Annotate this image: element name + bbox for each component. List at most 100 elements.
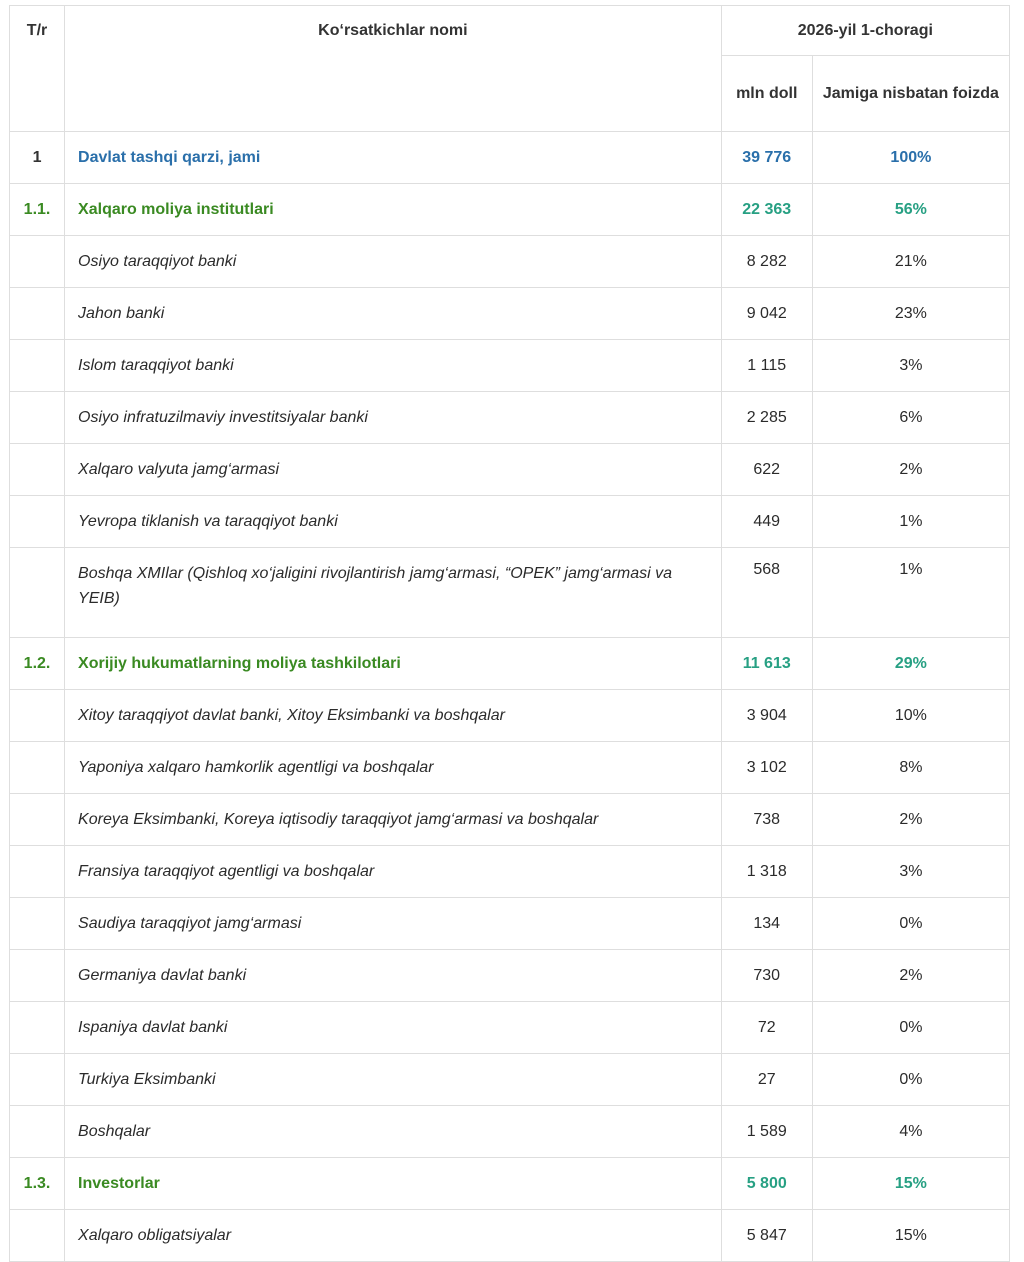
row-amount: 1 115	[720, 339, 813, 392]
table-row: Saudiya taraqqiyot jamg‘armasi 134 0%	[8, 897, 1011, 950]
row-share: 2%	[811, 949, 1011, 1002]
table-row: Yevropa tiklanish va taraqqiyot banki 44…	[8, 495, 1011, 548]
row-share: 100%	[811, 131, 1011, 184]
row-number	[8, 897, 66, 950]
row-name: Investorlar	[64, 1157, 722, 1210]
row-share: 0%	[811, 1053, 1011, 1106]
row-name: Yaponiya xalqaro hamkorlik agentligi va …	[64, 741, 722, 794]
row-number	[8, 689, 66, 742]
row-share: 56%	[811, 183, 1011, 236]
row-name: Fransiya taraqqiyot agentligi va boshqal…	[64, 845, 722, 898]
table-row: Boshqalar 1 589 4%	[8, 1105, 1011, 1158]
row-share: 3%	[811, 339, 1011, 392]
table-row: Turkiya Eksimbanki 27 0%	[8, 1053, 1011, 1106]
row-number: 1	[8, 131, 66, 184]
row-name: Koreya Eksimbanki, Koreya iqtisodiy tara…	[64, 793, 722, 846]
table-row-group: 1.1. Xalqaro moliya institutlari 22 363 …	[8, 183, 1011, 236]
table-row-group: 1.2. Xorijiy hukumatlarning moliya tashk…	[8, 637, 1011, 690]
table-body: 1 Davlat tashqi qarzi, jami 39 776 100% …	[8, 131, 1011, 1262]
row-amount: 730	[720, 949, 813, 1002]
row-amount: 134	[720, 897, 813, 950]
row-name: Turkiya Eksimbanki	[64, 1053, 722, 1106]
row-amount: 3 904	[720, 689, 813, 742]
row-name: Yevropa tiklanish va taraqqiyot banki	[64, 495, 722, 548]
row-amount: 449	[720, 495, 813, 548]
table-row: Germaniya davlat banki 730 2%	[8, 949, 1011, 1002]
table-row: Jahon banki 9 042 23%	[8, 287, 1011, 340]
row-share: 3%	[811, 845, 1011, 898]
table-row: Xalqaro obligatsiyalar 5 847 15%	[8, 1209, 1011, 1262]
row-number	[8, 547, 66, 638]
column-header-period: 2026-yil 1-choragi	[720, 5, 1011, 56]
row-amount: 3 102	[720, 741, 813, 794]
row-number: 1.2.	[8, 637, 66, 690]
external-debt-table: T/r Ko‘rsatkichlar nomi 2026-yil 1-chora…	[8, 5, 1011, 1262]
row-share: 0%	[811, 897, 1011, 950]
table-row-group: 1.3. Investorlar 5 800 15%	[8, 1157, 1011, 1210]
row-amount: 5 800	[720, 1157, 813, 1210]
row-number	[8, 443, 66, 496]
row-amount: 22 363	[720, 183, 813, 236]
row-number	[8, 741, 66, 794]
row-number: 1.3.	[8, 1157, 66, 1210]
row-name: Osiyo infratuzilmaviy investitsiyalar ba…	[64, 391, 722, 444]
column-header-share: Jamiga nisbatan foizda	[811, 55, 1011, 132]
row-share: 15%	[811, 1157, 1011, 1210]
row-name: Jahon banki	[64, 287, 722, 340]
column-header-number: T/r	[8, 5, 66, 132]
table-row-total: 1 Davlat tashqi qarzi, jami 39 776 100%	[8, 131, 1011, 184]
row-share: 2%	[811, 443, 1011, 496]
table-row: Islom taraqqiyot banki 1 115 3%	[8, 339, 1011, 392]
table-row: Yaponiya xalqaro hamkorlik agentligi va …	[8, 741, 1011, 794]
row-share: 1%	[811, 495, 1011, 548]
row-number	[8, 235, 66, 288]
row-amount: 1 589	[720, 1105, 813, 1158]
row-name: Xalqaro valyuta jamg‘armasi	[64, 443, 722, 496]
row-name: Boshqalar	[64, 1105, 722, 1158]
row-share: 2%	[811, 793, 1011, 846]
row-name: Ispaniya davlat banki	[64, 1001, 722, 1054]
row-share: 6%	[811, 391, 1011, 444]
debt-table-container: T/r Ko‘rsatkichlar nomi 2026-yil 1-chora…	[8, 5, 1011, 1262]
row-amount: 11 613	[720, 637, 813, 690]
row-amount: 1 318	[720, 845, 813, 898]
row-number	[8, 845, 66, 898]
row-share: 29%	[811, 637, 1011, 690]
row-name: Boshqa XMIlar (Qishloq xo‘jaligini rivoj…	[64, 547, 722, 638]
row-amount: 27	[720, 1053, 813, 1106]
column-header-amount: mln doll	[720, 55, 813, 132]
row-name: Islom taraqqiyot banki	[64, 339, 722, 392]
column-header-indicator-name: Ko‘rsatkichlar nomi	[64, 5, 722, 132]
row-name: Saudiya taraqqiyot jamg‘armasi	[64, 897, 722, 950]
row-name: Xalqaro obligatsiyalar	[64, 1209, 722, 1262]
row-amount: 39 776	[720, 131, 813, 184]
table-row: Koreya Eksimbanki, Koreya iqtisodiy tara…	[8, 793, 1011, 846]
row-amount: 568	[720, 547, 813, 638]
row-amount: 622	[720, 443, 813, 496]
row-amount: 738	[720, 793, 813, 846]
row-share: 10%	[811, 689, 1011, 742]
row-share: 1%	[811, 547, 1011, 638]
row-share: 8%	[811, 741, 1011, 794]
row-number	[8, 793, 66, 846]
row-amount: 8 282	[720, 235, 813, 288]
table-row: Xalqaro valyuta jamg‘armasi 622 2%	[8, 443, 1011, 496]
table-row: Fransiya taraqqiyot agentligi va boshqal…	[8, 845, 1011, 898]
row-number	[8, 1001, 66, 1054]
row-share: 0%	[811, 1001, 1011, 1054]
row-number	[8, 287, 66, 340]
row-name: Davlat tashqi qarzi, jami	[64, 131, 722, 184]
table-row: Ispaniya davlat banki 72 0%	[8, 1001, 1011, 1054]
row-amount: 5 847	[720, 1209, 813, 1262]
row-number	[8, 1105, 66, 1158]
row-name: Xalqaro moliya institutlari	[64, 183, 722, 236]
row-amount: 2 285	[720, 391, 813, 444]
row-share: 23%	[811, 287, 1011, 340]
row-name: Xitoy taraqqiyot davlat banki, Xitoy Eks…	[64, 689, 722, 742]
row-number	[8, 495, 66, 548]
table-header: T/r Ko‘rsatkichlar nomi 2026-yil 1-chora…	[8, 5, 1011, 132]
row-number	[8, 1053, 66, 1106]
table-row: Osiyo taraqqiyot banki 8 282 21%	[8, 235, 1011, 288]
table-row: Xitoy taraqqiyot davlat banki, Xitoy Eks…	[8, 689, 1011, 742]
row-name: Osiyo taraqqiyot banki	[64, 235, 722, 288]
